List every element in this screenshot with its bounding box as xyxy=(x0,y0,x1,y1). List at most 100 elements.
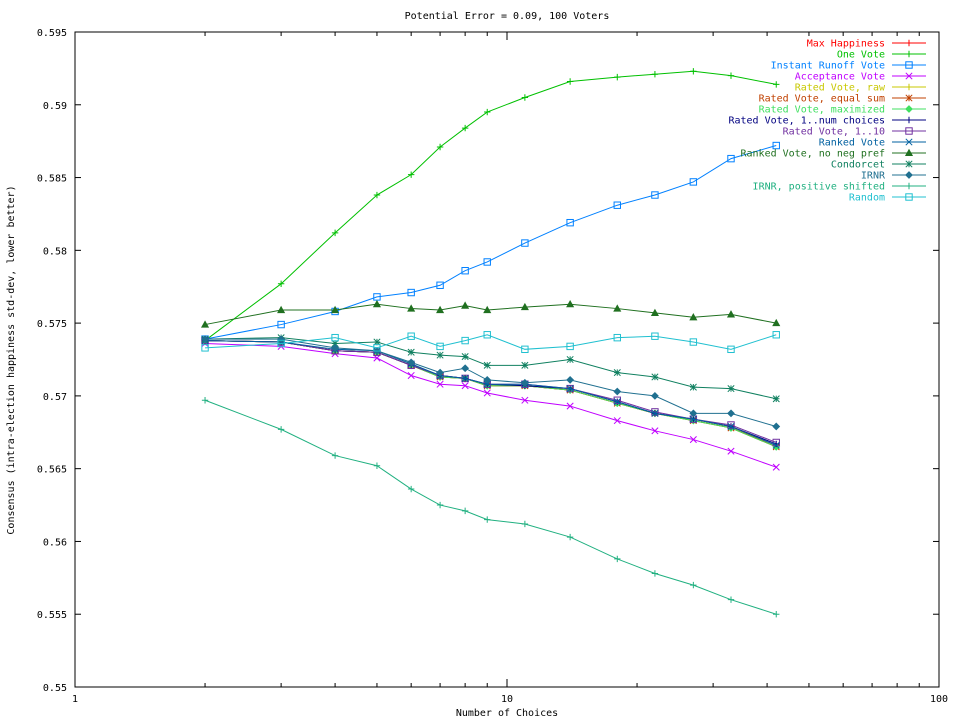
data-point xyxy=(461,364,470,373)
data-point xyxy=(772,318,781,327)
legend-label: IRNR, positive shifted xyxy=(753,182,885,193)
data-point xyxy=(201,344,209,352)
data-point xyxy=(436,342,444,351)
data-point xyxy=(521,94,529,101)
data-point xyxy=(613,201,621,209)
series-rated-vote-1-10 xyxy=(201,336,780,447)
data-point xyxy=(613,417,621,425)
data-point xyxy=(689,383,697,391)
data-point xyxy=(689,415,697,423)
data-point xyxy=(689,436,697,444)
data-point xyxy=(331,229,339,237)
data-point xyxy=(566,342,574,351)
y-tick-label: 0.555 xyxy=(37,610,67,621)
series-random xyxy=(201,331,780,354)
data-point xyxy=(461,507,469,515)
series-line xyxy=(204,70,777,341)
data-point xyxy=(484,516,491,523)
legend-label: Ranked Vote, no neg pref xyxy=(741,149,886,160)
series-rated-vote-1-num-choices xyxy=(201,337,780,448)
data-point xyxy=(773,611,780,618)
legend-label: IRNR xyxy=(861,171,886,182)
data-point xyxy=(407,371,415,380)
y-tick-label: 0.58 xyxy=(43,246,67,257)
data-point xyxy=(483,380,491,388)
data-point xyxy=(905,39,913,47)
data-point xyxy=(727,596,735,603)
data-point xyxy=(613,304,622,312)
data-point xyxy=(689,409,698,418)
legend-label: Rated Vote, equal sum xyxy=(759,94,885,105)
data-point xyxy=(905,171,913,179)
data-point xyxy=(566,218,574,227)
data-point xyxy=(690,581,697,589)
series-line xyxy=(205,340,777,446)
data-point xyxy=(905,182,913,190)
data-point xyxy=(566,402,574,410)
data-point xyxy=(689,313,698,321)
data-point xyxy=(407,332,415,340)
series-line xyxy=(204,145,777,340)
data-point xyxy=(773,81,780,88)
data-point xyxy=(613,333,621,342)
data-point xyxy=(461,301,470,309)
data-point xyxy=(331,343,339,352)
legend-label: Rated Vote, maximized xyxy=(759,105,885,116)
data-point xyxy=(566,78,574,85)
data-point xyxy=(461,382,469,390)
data-point xyxy=(201,397,209,404)
data-point xyxy=(651,373,659,381)
x-axis-label: Number of Choices xyxy=(456,708,558,719)
data-point xyxy=(566,385,574,393)
y-tick-label: 0.585 xyxy=(37,174,67,185)
data-point xyxy=(651,427,659,435)
data-point xyxy=(521,520,529,528)
data-point xyxy=(772,463,780,471)
data-point xyxy=(727,385,735,393)
data-point xyxy=(436,143,444,151)
data-point xyxy=(277,426,285,433)
legend-label: Rated Vote, 1..num choices xyxy=(728,116,885,127)
series-ranked-vote-no-neg-pref xyxy=(200,299,781,328)
data-point xyxy=(483,305,492,314)
data-point xyxy=(331,339,339,348)
series-instant-runoff-vote xyxy=(201,141,780,343)
data-point xyxy=(651,71,659,78)
data-point xyxy=(772,331,780,339)
series-ranked-vote xyxy=(201,337,780,449)
data-point xyxy=(651,191,659,199)
x-tick-label: 1 xyxy=(72,694,78,705)
legend-label: Max Happiness xyxy=(807,39,885,50)
data-point xyxy=(727,422,735,431)
data-point xyxy=(905,127,913,135)
y-tick-label: 0.57 xyxy=(43,392,67,403)
data-point xyxy=(483,258,491,266)
legend-label: Acceptance Vote xyxy=(795,72,885,83)
data-point xyxy=(905,61,913,69)
series-one-vote xyxy=(201,68,780,344)
data-point xyxy=(689,338,698,346)
legend-label: Random xyxy=(849,193,885,204)
data-point xyxy=(905,105,913,113)
y-tick-label: 0.595 xyxy=(37,28,67,39)
data-point xyxy=(373,344,381,352)
series-line xyxy=(205,340,777,445)
data-point xyxy=(436,368,444,377)
x-tick-label: 10 xyxy=(501,694,513,705)
data-point xyxy=(651,409,659,417)
data-point xyxy=(613,369,621,377)
y-tick-label: 0.565 xyxy=(37,465,67,476)
data-point xyxy=(407,485,415,493)
data-point xyxy=(727,447,735,455)
data-point xyxy=(436,281,444,289)
data-point xyxy=(520,302,529,311)
data-point xyxy=(436,305,445,314)
data-point xyxy=(613,387,622,396)
data-point xyxy=(566,355,574,364)
data-point xyxy=(277,305,286,314)
data-point xyxy=(614,555,621,563)
data-point xyxy=(651,570,659,577)
data-point xyxy=(566,533,574,541)
